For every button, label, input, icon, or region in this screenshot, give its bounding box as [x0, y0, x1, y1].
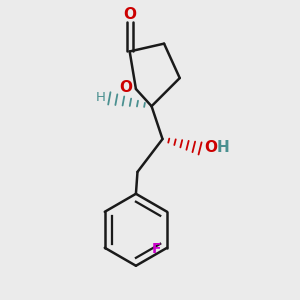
Text: O: O	[123, 7, 136, 22]
Text: H: H	[96, 91, 106, 104]
Text: H: H	[217, 140, 230, 155]
Text: F: F	[152, 242, 161, 256]
Text: O: O	[119, 80, 132, 95]
Text: O: O	[204, 140, 217, 155]
